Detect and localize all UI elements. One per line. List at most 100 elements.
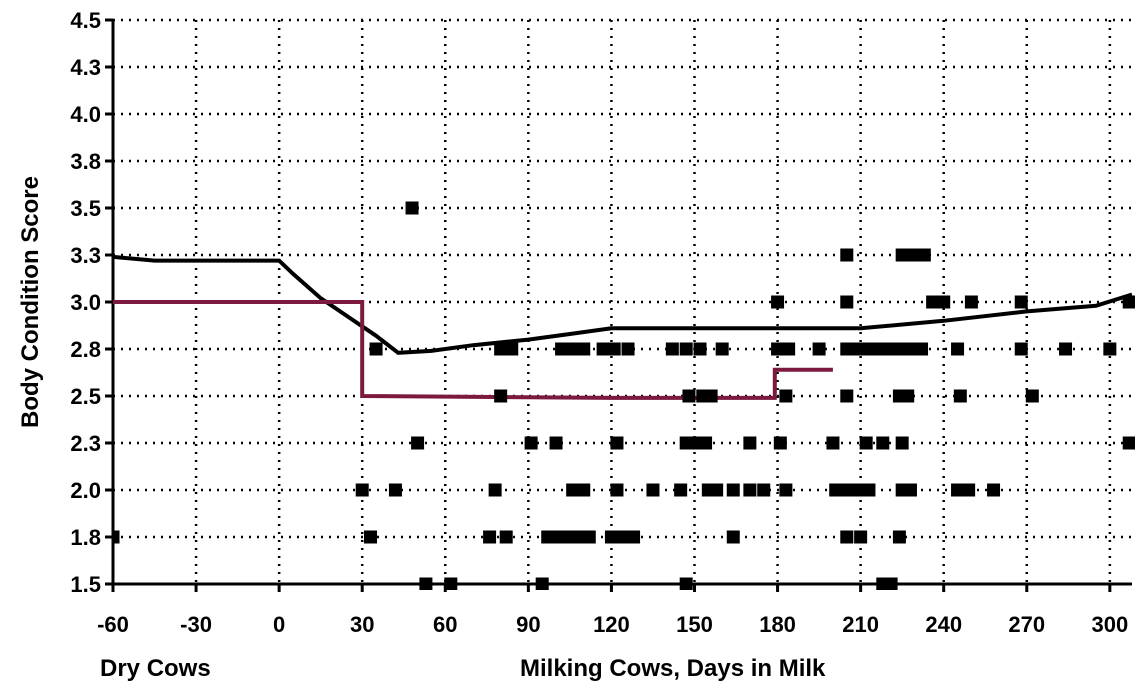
data-point — [505, 342, 519, 356]
data-point — [726, 483, 740, 497]
data-point — [687, 436, 701, 450]
x-tick-label: 240 — [925, 612, 962, 637]
data-point — [679, 342, 693, 356]
x-tick-label: 270 — [1008, 612, 1045, 637]
data-point — [840, 483, 854, 497]
x-tick-label: 210 — [842, 612, 879, 637]
data-point — [560, 530, 574, 544]
y-tick-label: 4.3 — [70, 55, 101, 80]
y-tick-label: 2.5 — [70, 384, 101, 409]
data-point — [901, 389, 915, 403]
data-point — [1059, 342, 1073, 356]
data-point — [915, 342, 929, 356]
y-axis-title: Body Condition Score — [17, 176, 44, 428]
data-point — [610, 436, 624, 450]
data-point — [369, 342, 383, 356]
data-point — [577, 342, 591, 356]
data-point — [1103, 342, 1117, 356]
data-point — [494, 342, 508, 356]
data-point — [892, 342, 906, 356]
y-tick-label: 3.3 — [70, 243, 101, 268]
data-point — [571, 530, 585, 544]
y-tick-labels: 1.5 1.8 2.0 2.3 2.5 2.8 3.0 3.3 3.5 3.8 4.0 4.3 4.5 — [70, 8, 101, 597]
data-point — [854, 530, 868, 544]
data-point — [892, 530, 906, 544]
data-point — [840, 295, 854, 309]
data-point — [895, 248, 909, 262]
x-tick-label: 150 — [676, 612, 713, 637]
data-point — [582, 530, 596, 544]
data-point — [876, 436, 890, 450]
data-point — [627, 530, 641, 544]
data-point — [829, 483, 843, 497]
data-point — [488, 483, 502, 497]
x-tick-label: -30 — [180, 612, 212, 637]
data-point — [884, 577, 898, 590]
data-point — [779, 389, 793, 403]
data-point — [937, 295, 951, 309]
data-point — [483, 530, 497, 544]
y-tick-label: 1.8 — [70, 525, 101, 550]
data-point — [771, 342, 785, 356]
x-tick-label: 0 — [273, 612, 285, 637]
data-point — [926, 295, 940, 309]
y-tick-label: 2.8 — [70, 337, 101, 362]
data-point — [355, 483, 369, 497]
x-tick-label: 120 — [593, 612, 630, 637]
data-point — [851, 483, 865, 497]
data-point — [607, 342, 621, 356]
data-point — [840, 248, 854, 262]
data-point — [444, 577, 458, 590]
data-point — [113, 530, 120, 544]
data-point — [1025, 389, 1039, 403]
data-point — [549, 436, 563, 450]
x-axis-title-dry: Dry Cows — [100, 655, 211, 682]
data-point — [903, 342, 917, 356]
data-point — [1122, 436, 1135, 450]
y-tick-label: 2.0 — [70, 478, 101, 503]
data-point — [549, 530, 563, 544]
data-point — [555, 342, 569, 356]
data-point — [840, 389, 854, 403]
data-point — [848, 342, 862, 356]
data-point — [743, 483, 757, 497]
data-point — [566, 342, 580, 356]
data-point — [726, 530, 740, 544]
tick-marks — [105, 18, 1112, 592]
data-point — [494, 389, 508, 403]
data-point — [771, 295, 785, 309]
data-point — [917, 248, 931, 262]
data-point — [1014, 295, 1028, 309]
y-tick-label: 3.5 — [70, 196, 101, 221]
y-tick-label: 4.0 — [70, 102, 101, 127]
y-tick-label: 2.3 — [70, 431, 101, 456]
data-point — [499, 530, 513, 544]
series-line-1 — [113, 300, 833, 400]
data-point — [903, 483, 917, 497]
data-point — [964, 295, 978, 309]
data-point — [646, 483, 660, 497]
data-point — [710, 483, 724, 497]
data-point — [616, 530, 629, 544]
data-point — [679, 577, 693, 590]
data-point — [610, 483, 624, 497]
series-layer — [113, 201, 1135, 590]
data-point — [693, 342, 707, 356]
x-tick-label: 300 — [1091, 612, 1128, 637]
data-point — [987, 483, 1001, 497]
data-point — [859, 436, 873, 450]
data-point — [870, 342, 884, 356]
data-point — [862, 483, 876, 497]
x-axis-title-milking: Milking Cows, Days in Milk — [520, 655, 826, 682]
data-point — [1014, 342, 1028, 356]
data-point — [779, 483, 793, 497]
data-point — [535, 577, 549, 590]
data-point — [674, 483, 688, 497]
data-point — [715, 342, 729, 356]
y-tick-label: 4.5 — [70, 8, 101, 33]
data-point — [951, 483, 965, 497]
y-tick-label: 1.5 — [70, 572, 101, 597]
data-point — [524, 436, 538, 450]
data-point — [826, 436, 840, 450]
